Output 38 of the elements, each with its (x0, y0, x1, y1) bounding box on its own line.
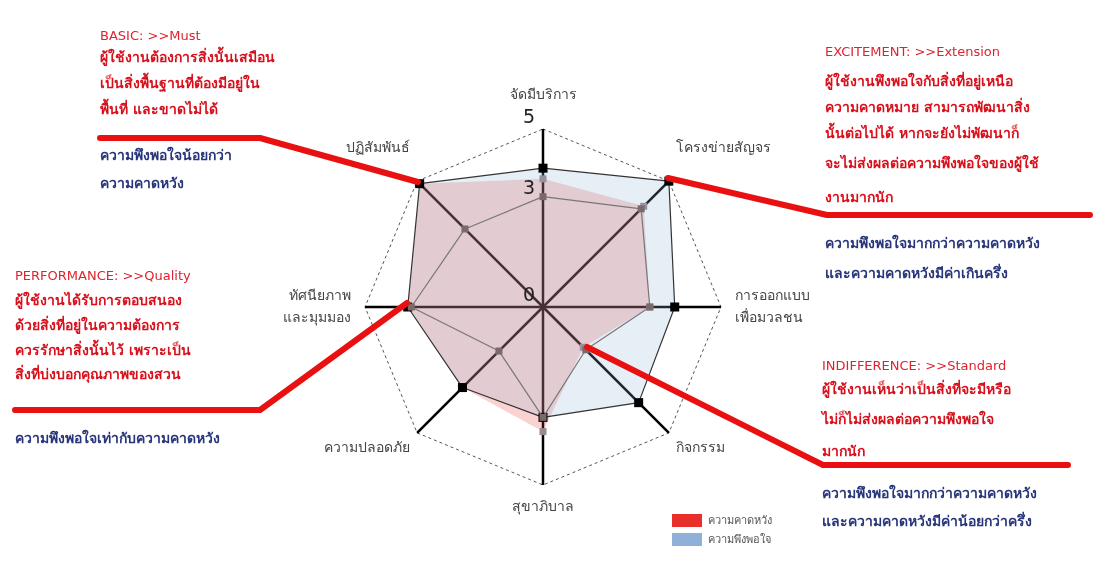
text: ความพึงพอใจเท่ากับความคาดหวัง (15, 429, 220, 446)
text: และความคาดหวังมีค่าเกินครึ่ง (825, 263, 1008, 281)
spoke-label: โครงข่ายสัญจร (676, 138, 772, 155)
spoke-label: กิจกรรม (676, 439, 726, 456)
text: PERFORMANCE: >>Quality (15, 267, 192, 283)
text: สิ่งที่บ่งบอกคุณภาพของสวน (15, 364, 181, 383)
y-tick-label: 5 (522, 104, 535, 127)
legend-label: ความคาดหวัง (708, 514, 772, 527)
text: ผู้ใช้งานต้องการสิ่งนั้นเสมือน (100, 46, 275, 66)
text: EXCITEMENT: >>Extension (825, 43, 1001, 59)
text: ไม่ก็ไม่ส่งผลต่อความพึงพอใจ (820, 410, 994, 427)
y-tick-label: 3 (522, 175, 535, 198)
text: และความคาดหวังมีค่าน้อยกว่าครึ่ง (822, 511, 1032, 529)
text: ผู้ใช้งานพึงพอใจกับสิ่งที่อยู่เหนือ (825, 71, 1013, 90)
text: ผู้ใช้งานเห็นว่าเป็นสิ่งที่จะมีหรือ (822, 379, 1011, 398)
text: พื้นที่ และขาดไม่ได้ (100, 98, 218, 117)
text: นั้นต่อไปได้ หากจะยังไม่พัฒนาก็ (825, 122, 1019, 141)
text: ด้วยสิ่งที่อยู่ในความต้องการ (15, 315, 180, 334)
spoke-label: การออกแบบ เพื่อมวลชน (735, 287, 810, 325)
text: งานมากนัก (825, 189, 893, 205)
text: ความพึงพอใจน้อยกว่า (100, 146, 232, 163)
text: INDIFFERENCE: >>Standard (822, 357, 1007, 373)
text: เป็นสิ่งพื้นฐานที่ต้องมีอยู่ใน (100, 72, 260, 93)
text: BASIC: >>Must (100, 27, 201, 43)
text: ควรรักษาสิ่งนั้นไว้ เพราะเป็น (15, 339, 191, 358)
text: มากนัก (822, 443, 865, 459)
text: ความคาดหมาย สามารถพัฒนาสิ่ง (825, 97, 1030, 115)
legend-label: ความพึงพอใจ (708, 533, 771, 546)
text: จะไม่ส่งผลต่อความพึงพอใจของผู้ใช้ (825, 154, 1039, 172)
spoke-label: ความปลอดภัย (323, 439, 410, 456)
spoke-label: จัดมีบริการ (509, 86, 577, 102)
spoke-label: ปฏิสัมพันธ์ (345, 138, 410, 155)
text: ความพึงพอใจมากกว่าความคาดหวัง (822, 484, 1037, 501)
spoke-label: สุขาภิบาล (512, 498, 574, 515)
text: ความคาดหวัง (100, 175, 184, 191)
text: ความพึงพอใจมากกว่าความคาดหวัง (825, 234, 1040, 251)
text: ผู้ใช้งานได้รับการตอบสนอง (15, 291, 182, 309)
spoke-label: ทัศนียภาพ และมุมมอง (283, 287, 351, 326)
